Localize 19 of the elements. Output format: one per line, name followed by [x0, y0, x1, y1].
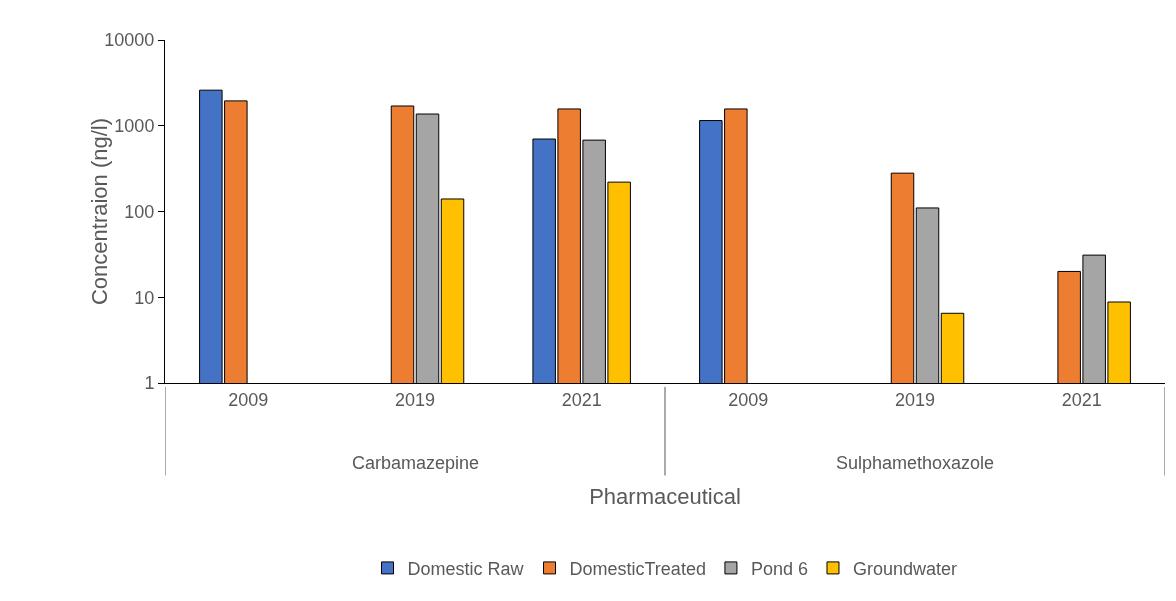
x-axis-title: Pharmaceutical — [589, 484, 741, 510]
text: Sulphamethoxazole — [836, 453, 995, 473]
x-tick-label: 2019 — [394, 389, 436, 410]
y-tick-label: 10000 — [104, 30, 155, 51]
y-tick-label: 100 — [124, 201, 155, 222]
y-tick-label: 1000 — [114, 116, 155, 137]
x-tick-label: 2021 — [561, 389, 602, 410]
x-tick-label: 2009 — [228, 389, 269, 410]
y-tick-label: 1 — [144, 373, 155, 394]
legend-label: Pond 6 — [750, 558, 808, 579]
text: Carbamazepine — [352, 453, 480, 473]
y-axis-title: Concentraion (ng/l) — [87, 117, 113, 306]
x-tick-label: 2019 — [894, 389, 936, 410]
legend-label: DomesticTreated — [569, 558, 706, 579]
x-tick-label: 2009 — [728, 389, 769, 410]
legend-label: Domestic Raw — [407, 558, 525, 579]
x-tick-label: 2021 — [1061, 389, 1102, 410]
legend-label: Groundwater — [852, 558, 958, 579]
y-tick-label: 10 — [134, 287, 155, 308]
